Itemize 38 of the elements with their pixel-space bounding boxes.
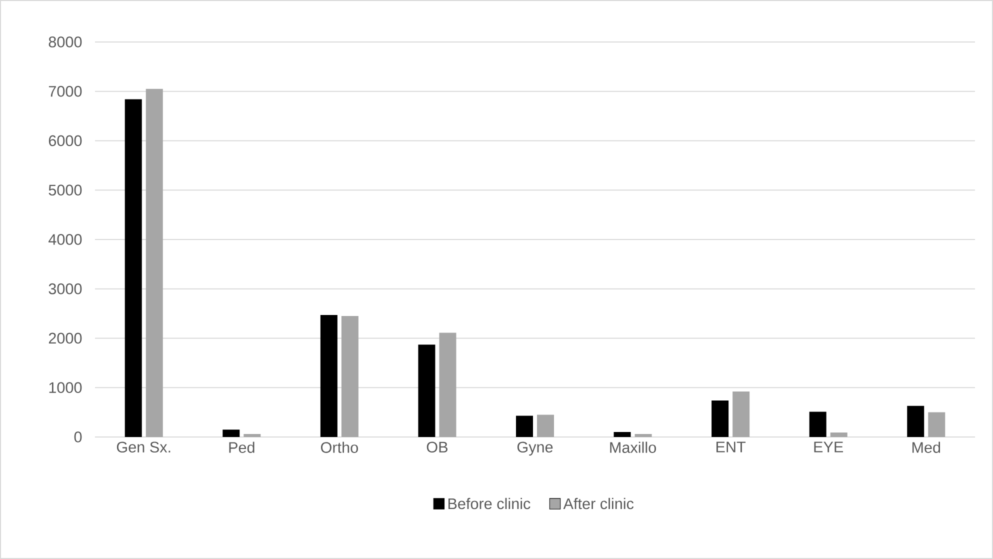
bar	[907, 406, 924, 437]
legend-label: After clinic	[563, 498, 634, 510]
y-tick-label: 3000	[48, 283, 82, 294]
y-tick-label: 8000	[48, 36, 82, 48]
legend-label: Before clinic	[448, 498, 530, 510]
bar	[516, 416, 533, 437]
bar	[830, 432, 848, 437]
bar	[124, 99, 142, 437]
bar	[222, 430, 240, 437]
bar	[244, 434, 261, 437]
x-tick-label: ENT	[716, 442, 746, 452]
bar	[614, 432, 631, 437]
y-tick-label: 1000	[49, 382, 82, 394]
x-tick-label: OB	[426, 442, 448, 453]
x-tick-label: Med	[912, 442, 940, 453]
bar	[712, 400, 729, 437]
x-tick-label: Gyne	[517, 442, 553, 456]
bar	[418, 344, 436, 437]
bar	[537, 414, 554, 437]
bar	[634, 434, 652, 437]
bar	[146, 88, 163, 437]
x-tick-label: Gen Sx.	[116, 442, 170, 453]
x-tick-label: Ortho	[320, 442, 358, 453]
y-tick-label: 0	[74, 432, 82, 442]
bar	[928, 412, 946, 437]
bar	[439, 332, 456, 437]
y-tick-label: 2000	[48, 332, 82, 344]
bar	[732, 392, 750, 437]
y-tick-label: 5000	[48, 184, 82, 196]
x-tick-label: Maxillo	[610, 442, 656, 453]
y-tick-label: 4000	[48, 234, 82, 245]
bar	[341, 316, 358, 437]
bar	[809, 412, 826, 437]
x-tick-label: EYE	[814, 442, 844, 452]
x-tick-label: Ped	[229, 442, 254, 453]
y-tick-label: 6000	[48, 135, 82, 146]
y-tick-label: 7000	[48, 86, 82, 97]
bar	[320, 315, 338, 437]
